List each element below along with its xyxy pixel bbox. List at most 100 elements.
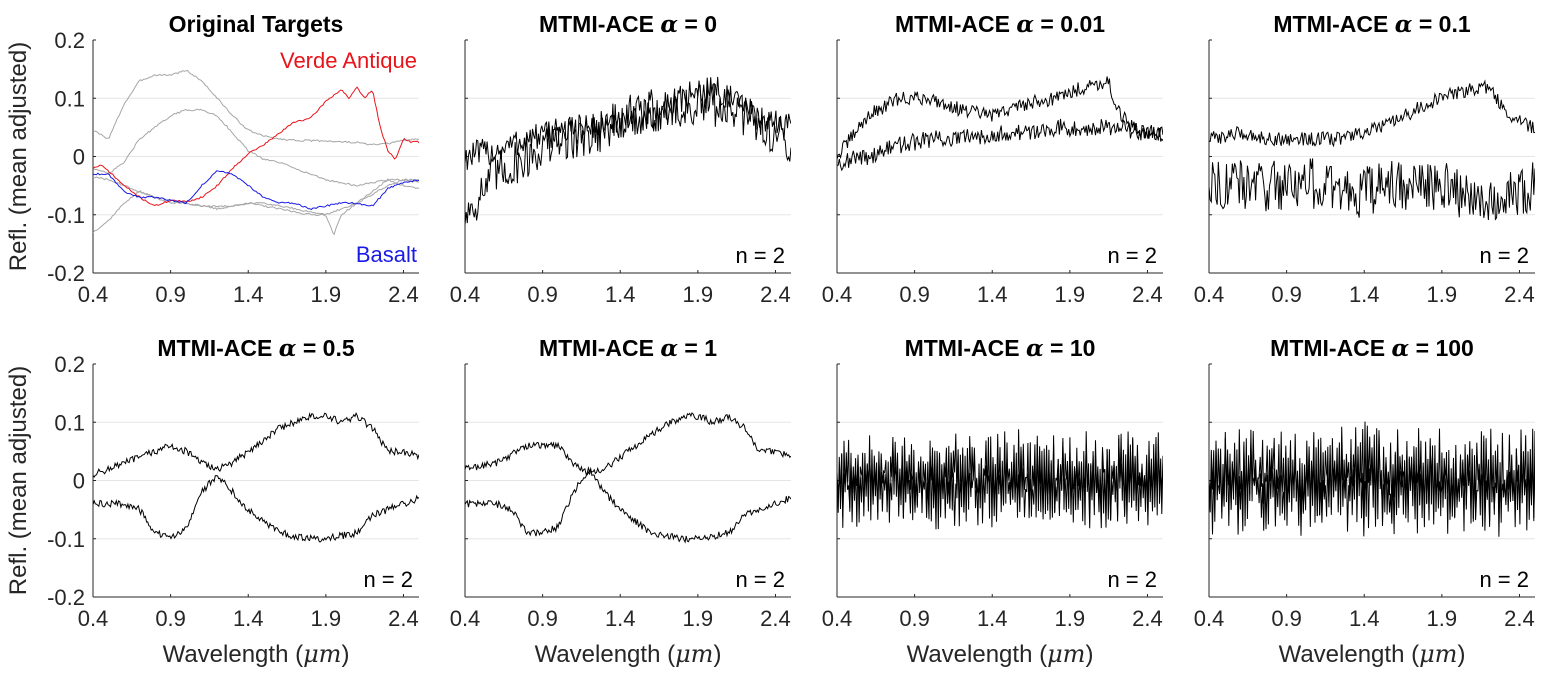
alpha-symbol: α <box>1016 11 1034 38</box>
x-tick-label: 2.4 <box>1504 282 1535 307</box>
subplot-1: 0.4 0.9 1.4 1.9 2.4 -0.2 -0.1 0 0.1 0.2 Original T… <box>5 11 419 307</box>
subplot-4: 0.4 0.9 1.4 1.9 2.4 MTMI-ACE α = 0.1 n = 2 <box>1194 11 1535 307</box>
x-tick-label: 1.9 <box>311 606 342 631</box>
n-annotation: n = 2 <box>1479 567 1529 592</box>
x-tick-label: 1.9 <box>1427 282 1458 307</box>
series-line-target-1 <box>837 76 1163 160</box>
x-tick-label: 0.9 <box>155 282 186 307</box>
x-axis-label: Wavelength (μm) <box>1279 640 1466 668</box>
x-tick-label: 0.4 <box>450 282 481 307</box>
x-tick-label: 1.9 <box>1055 606 1086 631</box>
subplot-title: Original Targets <box>169 11 344 37</box>
n-annotation: n = 2 <box>1479 243 1529 268</box>
subplot-title: MTMI-ACE α = 1 <box>539 335 717 362</box>
series-line-gray-4 <box>93 176 419 216</box>
series-group <box>1209 421 1535 537</box>
subplot-title: MTMI-ACE α = 0.1 <box>1273 11 1470 38</box>
x-tick-label: 0.4 <box>822 282 853 307</box>
y-tick-label: 0.2 <box>54 352 85 377</box>
n-annotation: n = 2 <box>735 567 785 592</box>
series-line-target-2 <box>837 118 1163 172</box>
series-line-target-2 <box>465 465 791 544</box>
n-annotation: n = 2 <box>363 567 413 592</box>
x-tick-label: 0.9 <box>1271 606 1302 631</box>
series-line-target-1 <box>1209 79 1535 148</box>
x-tick-label: 1.9 <box>1055 282 1086 307</box>
x-tick-label: 2.4 <box>1132 606 1163 631</box>
x-axis-label: Wavelength (μm) <box>535 640 722 668</box>
subplot-7: 0.4 0.9 1.4 1.9 2.4 MTMI-ACE α = 10 n = 2 Wavel… <box>822 335 1163 668</box>
alpha-symbol: α <box>1395 11 1413 38</box>
title-alpha-value: = 100 <box>1409 335 1474 361</box>
x-tick-label: 1.4 <box>605 282 636 307</box>
subplot-3: 0.4 0.9 1.4 1.9 2.4 MTMI-ACE α = 0.01 n = 2 <box>822 11 1163 307</box>
y-tick-label: -0.1 <box>47 527 85 552</box>
x-tick-label: 2.4 <box>760 606 791 631</box>
n-annotation: n = 2 <box>1107 243 1157 268</box>
series-group <box>465 76 791 225</box>
series-group <box>93 69 419 236</box>
subplot-title: MTMI-ACE α = 0 <box>539 11 717 38</box>
alpha-symbol: α <box>1392 335 1410 362</box>
x-tick-label: 0.4 <box>1194 606 1225 631</box>
series-line-target-1 <box>465 76 791 170</box>
subplot-title: MTMI-ACE α = 0.01 <box>895 11 1105 38</box>
y-axis-label: Refl. (mean adjusted) <box>5 42 32 271</box>
title-prefix: MTMI-ACE <box>895 11 1016 37</box>
x-tick-label: 1.4 <box>1349 606 1380 631</box>
series-group <box>465 412 791 544</box>
x-tick-label: 2.4 <box>1132 282 1163 307</box>
title-prefix: MTMI-ACE <box>539 335 660 361</box>
x-tick-label: 0.9 <box>1271 282 1302 307</box>
title-prefix: MTMI-ACE <box>905 335 1026 361</box>
y-axis-label: Refl. (mean adjusted) <box>5 366 32 595</box>
x-tick-label: 1.4 <box>233 606 264 631</box>
subplot-5: 0.4 0.9 1.4 1.9 2.4 -0.2 -0.1 0 0.1 0.2 MTMI-ACE α… <box>5 335 419 668</box>
x-tick-label: 0.9 <box>899 606 930 631</box>
subplot-title: MTMI-ACE α = 0.5 <box>157 335 354 362</box>
x-tick-label: 2.4 <box>388 282 419 307</box>
x-tick-label: 1.4 <box>233 282 264 307</box>
x-tick-label: 1.4 <box>605 606 636 631</box>
y-tick-label: 0 <box>73 145 85 170</box>
title-prefix: Original Targets <box>169 11 344 37</box>
series-group <box>1209 79 1535 221</box>
series-group <box>837 76 1163 172</box>
series-line-gray-3 <box>93 178 419 236</box>
title-alpha-value: = 0.01 <box>1034 11 1105 37</box>
x-axis-label: Wavelength (μm) <box>907 640 1094 668</box>
series-line-gray-2 <box>93 108 419 187</box>
title-prefix: MTMI-ACE <box>539 11 660 37</box>
x-tick-label: 0.4 <box>450 606 481 631</box>
title-alpha-value: = 0.1 <box>1412 11 1470 37</box>
x-tick-label: 2.4 <box>1504 606 1535 631</box>
series-line-target-1 <box>465 412 791 476</box>
title-prefix: MTMI-ACE <box>157 335 278 361</box>
y-tick-label: 0.1 <box>54 86 85 111</box>
series-line-target-2 <box>1209 425 1535 537</box>
series-line-target-2 <box>93 475 419 543</box>
y-tick-label: -0.2 <box>47 261 85 286</box>
verde-antique-label: Verde Antique <box>280 48 417 73</box>
x-tick-label: 0.4 <box>822 606 853 631</box>
title-alpha-value: = 10 <box>1044 335 1096 361</box>
x-tick-label: 1.4 <box>977 606 1008 631</box>
alpha-symbol: α <box>660 11 678 38</box>
alpha-symbol: α <box>1026 335 1044 362</box>
x-tick-label: 1.9 <box>683 606 714 631</box>
basalt-label: Basalt <box>356 242 417 267</box>
x-tick-label: 2.4 <box>388 606 419 631</box>
series-line-target-2 <box>1209 158 1535 221</box>
title-alpha-value: = 0.5 <box>296 335 354 361</box>
x-tick-label: 0.9 <box>527 282 558 307</box>
subplot-title: MTMI-ACE α = 100 <box>1270 335 1474 362</box>
x-tick-label: 1.9 <box>1427 606 1458 631</box>
subplot-title: MTMI-ACE α = 10 <box>905 335 1096 362</box>
x-tick-label: 0.4 <box>1194 282 1225 307</box>
series-line-basalt <box>93 170 419 211</box>
x-axis-label: Wavelength (μm) <box>163 640 350 668</box>
y-tick-label: 0.1 <box>54 410 85 435</box>
series-group <box>93 412 419 543</box>
x-tick-label: 0.4 <box>78 606 109 631</box>
x-tick-label: 1.4 <box>1349 282 1380 307</box>
